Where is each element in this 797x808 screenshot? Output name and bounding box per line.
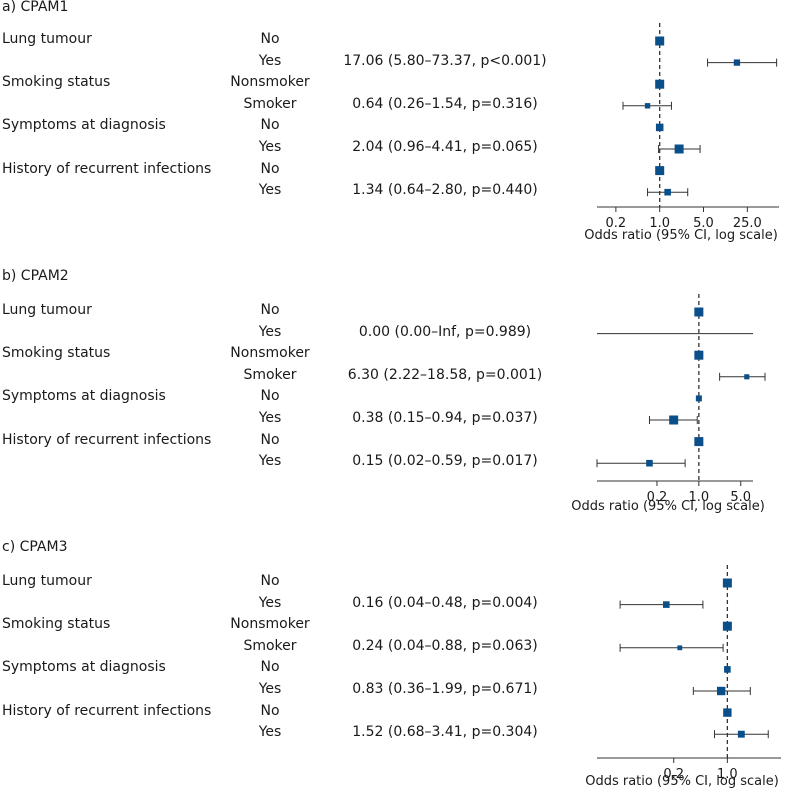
forest-svg: 0.2 1.0 5.0 25.0 [597, 23, 779, 231]
variable-label: Smoking status [2, 74, 111, 91]
estimate-label: 0.16 (0.04–0.48, p=0.004) [352, 594, 538, 611]
reference-point [695, 395, 702, 402]
reference-point [694, 437, 704, 447]
level-label: Nonsmoker [230, 616, 310, 633]
level-label: Yes [258, 594, 282, 611]
level-label: Yes [258, 724, 282, 741]
panel-title: b) CPAM2 [2, 268, 69, 284]
level-label: No [260, 117, 280, 134]
reference-point [723, 708, 732, 717]
reference-point [722, 578, 732, 588]
estimate-point [744, 374, 750, 380]
level-label: No [260, 659, 280, 676]
x-tick-label: 0.2 [606, 216, 627, 231]
reference-point [694, 350, 704, 360]
level-label: Yes [258, 182, 282, 199]
level-label: Yes [258, 410, 282, 426]
level-label: Yes [258, 453, 282, 470]
level-label: Yes [258, 139, 282, 155]
estimate-label: 1.34 (0.64–2.80, p=0.440) [352, 182, 538, 199]
estimate-point [674, 144, 684, 154]
estimate-point [669, 415, 679, 425]
forest-panel-1: a) CPAM1 0.2 1.0 5.0 25.0 Odds ratio (95% CI,… [0, 0, 797, 268]
estimate-label: 6.30 (2.22–18.58, p=0.001) [347, 366, 543, 383]
reference-point [655, 123, 664, 132]
estimate-label: 0.38 (0.15–0.94, p=0.037) [352, 410, 538, 426]
level-label: No [260, 388, 280, 405]
estimate-label: 17.06 (5.80–73.37, p<0.001) [343, 52, 547, 69]
x-tick-label: 1.0 [649, 216, 670, 231]
estimate-point [644, 103, 651, 109]
x-tick-label: 0.2 [647, 490, 668, 505]
level-label: No [260, 573, 280, 589]
panel-title: a) CPAM1 [2, 0, 69, 15]
x-axis-label: Odds ratio (95% CI, log scale) [585, 774, 779, 789]
level-label: Nonsmoker [230, 345, 310, 362]
estimate-label: 0.00 (0.00–Inf, p=0.989) [358, 323, 532, 340]
x-tick-label: 25.0 [733, 216, 762, 231]
x-tick-label: 5.0 [693, 216, 714, 231]
x-tick-label: 1.0 [689, 490, 710, 505]
estimate-point [662, 601, 670, 608]
variable-label: Lung tumour [2, 573, 92, 589]
level-label: Nonsmoker [230, 74, 310, 91]
estimate-label: 2.04 (0.96–4.41, p=0.065) [352, 139, 538, 155]
variable-label: Lung tumour [2, 31, 92, 47]
variable-label: Symptoms at diagnosis [2, 659, 166, 676]
reference-point [722, 621, 732, 631]
level-label: No [260, 702, 280, 719]
level-label: Yes [258, 323, 282, 340]
variable-label: Smoking status [2, 345, 111, 362]
variable-label: History of recurrent infections [2, 702, 212, 719]
reference-point [724, 666, 731, 673]
estimate-label: 0.83 (0.36–1.99, p=0.671) [352, 681, 538, 697]
forest-svg: 0.2 1.0 5.0 [596, 294, 766, 505]
level-label: No [260, 302, 280, 318]
estimate-point [664, 188, 671, 196]
reference-point [655, 166, 665, 176]
forest-panel-2: b) CPAM2 0.2 1.0 5.0 Odds ratio (95% CI, log… [0, 268, 797, 537]
variable-label: History of recurrent infections [2, 431, 212, 448]
level-label: Smoker [243, 95, 297, 112]
x-tick-label: 0.2 [663, 767, 684, 782]
estimate-point [737, 730, 745, 738]
level-label: Smoker [243, 637, 297, 654]
x-tick-label: 5.0 [730, 490, 751, 505]
reference-point [694, 307, 704, 317]
level-label: No [260, 160, 280, 177]
variable-label: Smoking status [2, 616, 111, 633]
variable-label: Symptoms at diagnosis [2, 388, 166, 405]
level-label: Smoker [243, 366, 297, 383]
x-tick-label: 1.0 [717, 767, 738, 782]
x-axis-label: Odds ratio (95% CI, log scale) [584, 228, 778, 243]
x-axis-label: Odds ratio (95% CI, log scale) [571, 499, 765, 514]
estimate-label: 0.64 (0.26–1.54, p=0.316) [352, 95, 538, 112]
estimate-label: 0.24 (0.04–0.88, p=0.063) [352, 637, 538, 654]
variable-label: Lung tumour [2, 302, 92, 318]
level-label: No [260, 31, 280, 47]
reference-point [655, 79, 665, 89]
estimate-point [646, 459, 653, 467]
level-label: Yes [258, 681, 282, 697]
variable-label: Symptoms at diagnosis [2, 117, 166, 134]
estimate-label: 0.15 (0.02–0.59, p=0.017) [352, 453, 538, 470]
estimate-point [716, 686, 726, 696]
reference-point [655, 36, 665, 46]
estimate-point [677, 645, 683, 651]
level-label: Yes [258, 52, 282, 69]
variable-label: History of recurrent infections [2, 160, 212, 177]
estimate-point [733, 59, 741, 66]
forest-svg: 0.2 1.0 [597, 565, 781, 782]
panel-title: c) CPAM3 [2, 539, 68, 555]
forest-panel-3: c) CPAM3 0.2 1.0 Odds ratio (95% CI, log sc… [0, 539, 797, 808]
level-label: No [260, 431, 280, 448]
estimate-label: 1.52 (0.68–3.41, p=0.304) [352, 724, 538, 741]
